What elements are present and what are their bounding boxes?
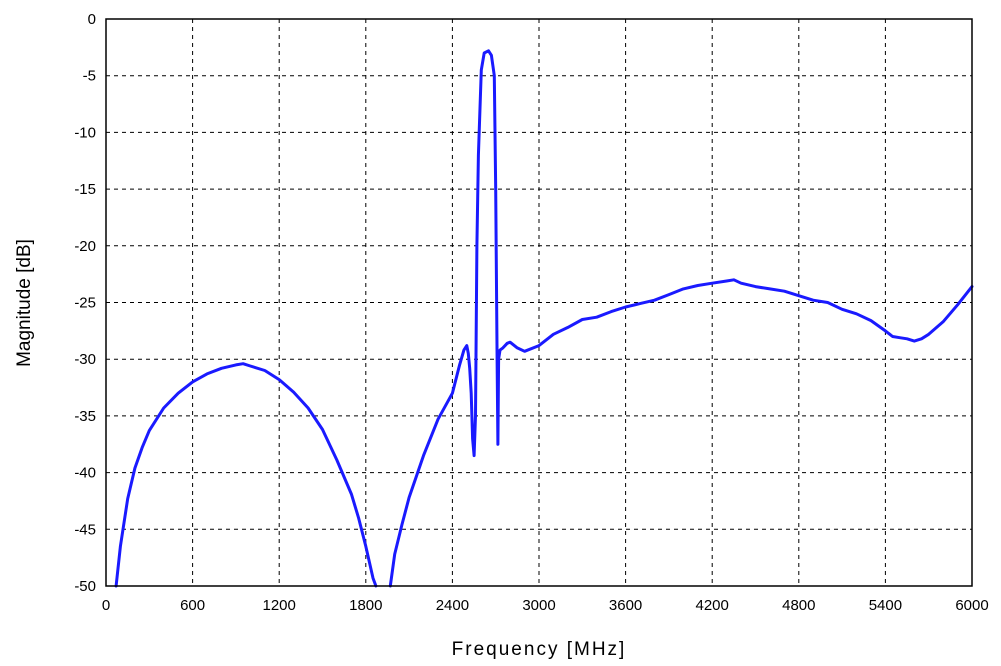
y-tick-label: -25 [74, 295, 96, 312]
x-tick-label: 4200 [696, 597, 729, 614]
y-tick-label: -35 [74, 408, 96, 425]
x-tick-label: 4800 [782, 597, 815, 614]
x-tick-label: 3600 [609, 597, 642, 614]
x-tick-label: 600 [180, 597, 205, 614]
y-tick-labels: 0 -5 -10 -15 -20 -25 -30 -35 -40 -45 -50 [74, 11, 96, 595]
y-tick-label: -45 [74, 521, 96, 538]
x-axis-label: Frequency [MHz] [452, 639, 627, 660]
data-lines [114, 49, 974, 588]
series-line-segment-1 [114, 362, 378, 588]
y-tick-label: -15 [74, 181, 96, 198]
y-tick-label: -30 [74, 351, 96, 368]
x-tick-label: 2400 [436, 597, 469, 614]
x-tick-label: 0 [102, 597, 110, 614]
x-tick-label: 3000 [522, 597, 555, 614]
y-tick-label: 0 [88, 11, 96, 28]
x-tick-label: 1800 [349, 597, 382, 614]
grid [106, 19, 972, 586]
x-tick-label: 6000 [955, 597, 988, 614]
x-tick-labels: 0 600 1200 1800 2400 3000 3600 4200 4800 5400 6000 [102, 597, 989, 614]
y-tick-label: -5 [83, 68, 96, 85]
y-tick-label: -10 [74, 124, 96, 141]
x-tick-label: 1200 [263, 597, 296, 614]
x-tick-label: 5400 [869, 597, 902, 614]
series-line-segment-2 [388, 49, 974, 588]
y-tick-label: -20 [74, 238, 96, 255]
y-tick-label: -50 [74, 578, 96, 595]
plot-frame [105, 18, 973, 587]
y-tick-label: -40 [74, 465, 96, 482]
y-axis-label: Magnitude [dB] [14, 239, 35, 367]
